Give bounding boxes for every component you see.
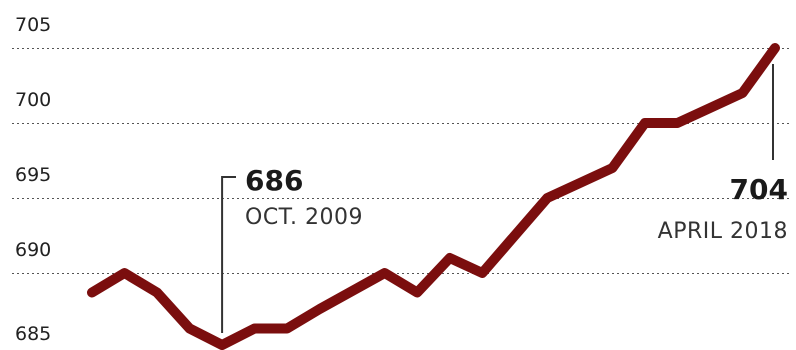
annotation-value-april-2018: 704 — [730, 173, 788, 206]
y-tick-label-705: 705 — [15, 14, 51, 36]
leader-line-oct-2009 — [221, 176, 236, 333]
y-tick-label-685: 685 — [15, 323, 51, 345]
annotation-label-oct-2009: OCT. 2009 — [245, 205, 363, 230]
y-tick-label-695: 695 — [15, 164, 51, 186]
annotation-leaders — [221, 64, 774, 333]
series-line — [87, 43, 780, 350]
y-axis-ticks: 705 700 695 690 685 — [15, 14, 51, 345]
annotation-value-oct-2009: 686 — [245, 164, 303, 197]
annotation-label-april-2018: APRIL 2018 — [658, 219, 788, 244]
y-tick-label-690: 690 — [15, 239, 51, 261]
y-tick-label-700: 700 — [15, 89, 51, 111]
